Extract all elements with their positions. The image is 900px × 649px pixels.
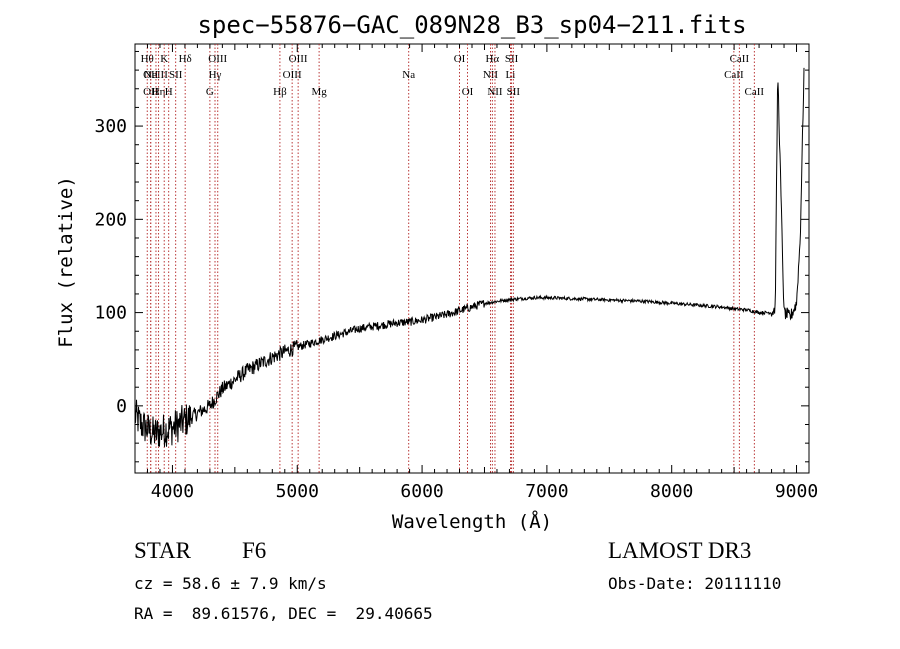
object-subclass: F6 (242, 538, 267, 563)
coordinates: RA = 89.61576, DEC = 29.40665 (134, 604, 433, 623)
x-tick-label: 6000 (400, 481, 443, 502)
line-label: NII (487, 86, 503, 98)
line-markers: HθOIIOIINeIIIHηKHSIIHδGHγOIIIHβOIIIOIIIM… (141, 44, 765, 473)
y-axis-label: Flux (relative) (55, 176, 77, 348)
line-label: OI (462, 86, 474, 98)
line-label: CaII (730, 53, 750, 65)
line-label: OIII (208, 53, 227, 65)
line-label: Na (402, 69, 415, 81)
x-tick-label: 9000 (775, 481, 818, 502)
line-label: SII (169, 69, 183, 81)
line-label: Hη (152, 86, 166, 98)
plot-frame (134, 43, 810, 474)
line-label: OII (143, 69, 159, 81)
line-label: NII (483, 69, 499, 81)
y-tick-label: 0 (116, 396, 127, 417)
line-label: Hγ (209, 69, 222, 81)
line-label: Li (506, 69, 516, 81)
y-tick-label: 100 (94, 303, 127, 324)
object-class: STAR (134, 538, 191, 563)
x-tick-label: 5000 (276, 481, 319, 502)
line-label: OII (143, 86, 159, 98)
line-label: NeIII (144, 69, 168, 81)
chart-title: spec−55876−GAC_089N28_B3_sp04−211.fits (197, 11, 746, 39)
line-label: SII (507, 86, 521, 98)
line-label: CaII (724, 69, 744, 81)
obs-date: Obs-Date: 20111110 (608, 574, 782, 593)
line-label: OIII (283, 69, 302, 81)
line-label: OI (454, 53, 466, 65)
line-label: Hβ (273, 86, 287, 98)
line-label: K (160, 53, 168, 65)
line-label: Hα (485, 53, 499, 65)
line-label: OIII (289, 53, 308, 65)
redshift-cz: cz = 58.6 ± 7.9 km/s (134, 574, 327, 593)
x-tick-label: 7000 (525, 481, 568, 502)
line-label: H (165, 86, 173, 98)
line-label: G (206, 86, 214, 98)
line-label: Hδ (179, 53, 192, 65)
spectrum-series (134, 67, 805, 447)
line-label: Mg (311, 86, 327, 98)
x-axis-label: Wavelength (Å) (392, 510, 552, 533)
y-tick-label: 300 (94, 116, 127, 137)
axes: 4000 5000 6000 7000 8000 9000 0 100 200 300 (94, 44, 818, 502)
spectrum-line (134, 67, 805, 447)
x-tick-label: 4000 (151, 481, 194, 502)
line-label: CaII (745, 86, 765, 98)
y-tick-label: 200 (94, 209, 127, 230)
x-tick-label: 8000 (650, 481, 693, 502)
line-label: SII (505, 53, 519, 65)
survey-name: LAMOST DR3 (608, 538, 752, 563)
line-label: Hθ (141, 53, 154, 65)
